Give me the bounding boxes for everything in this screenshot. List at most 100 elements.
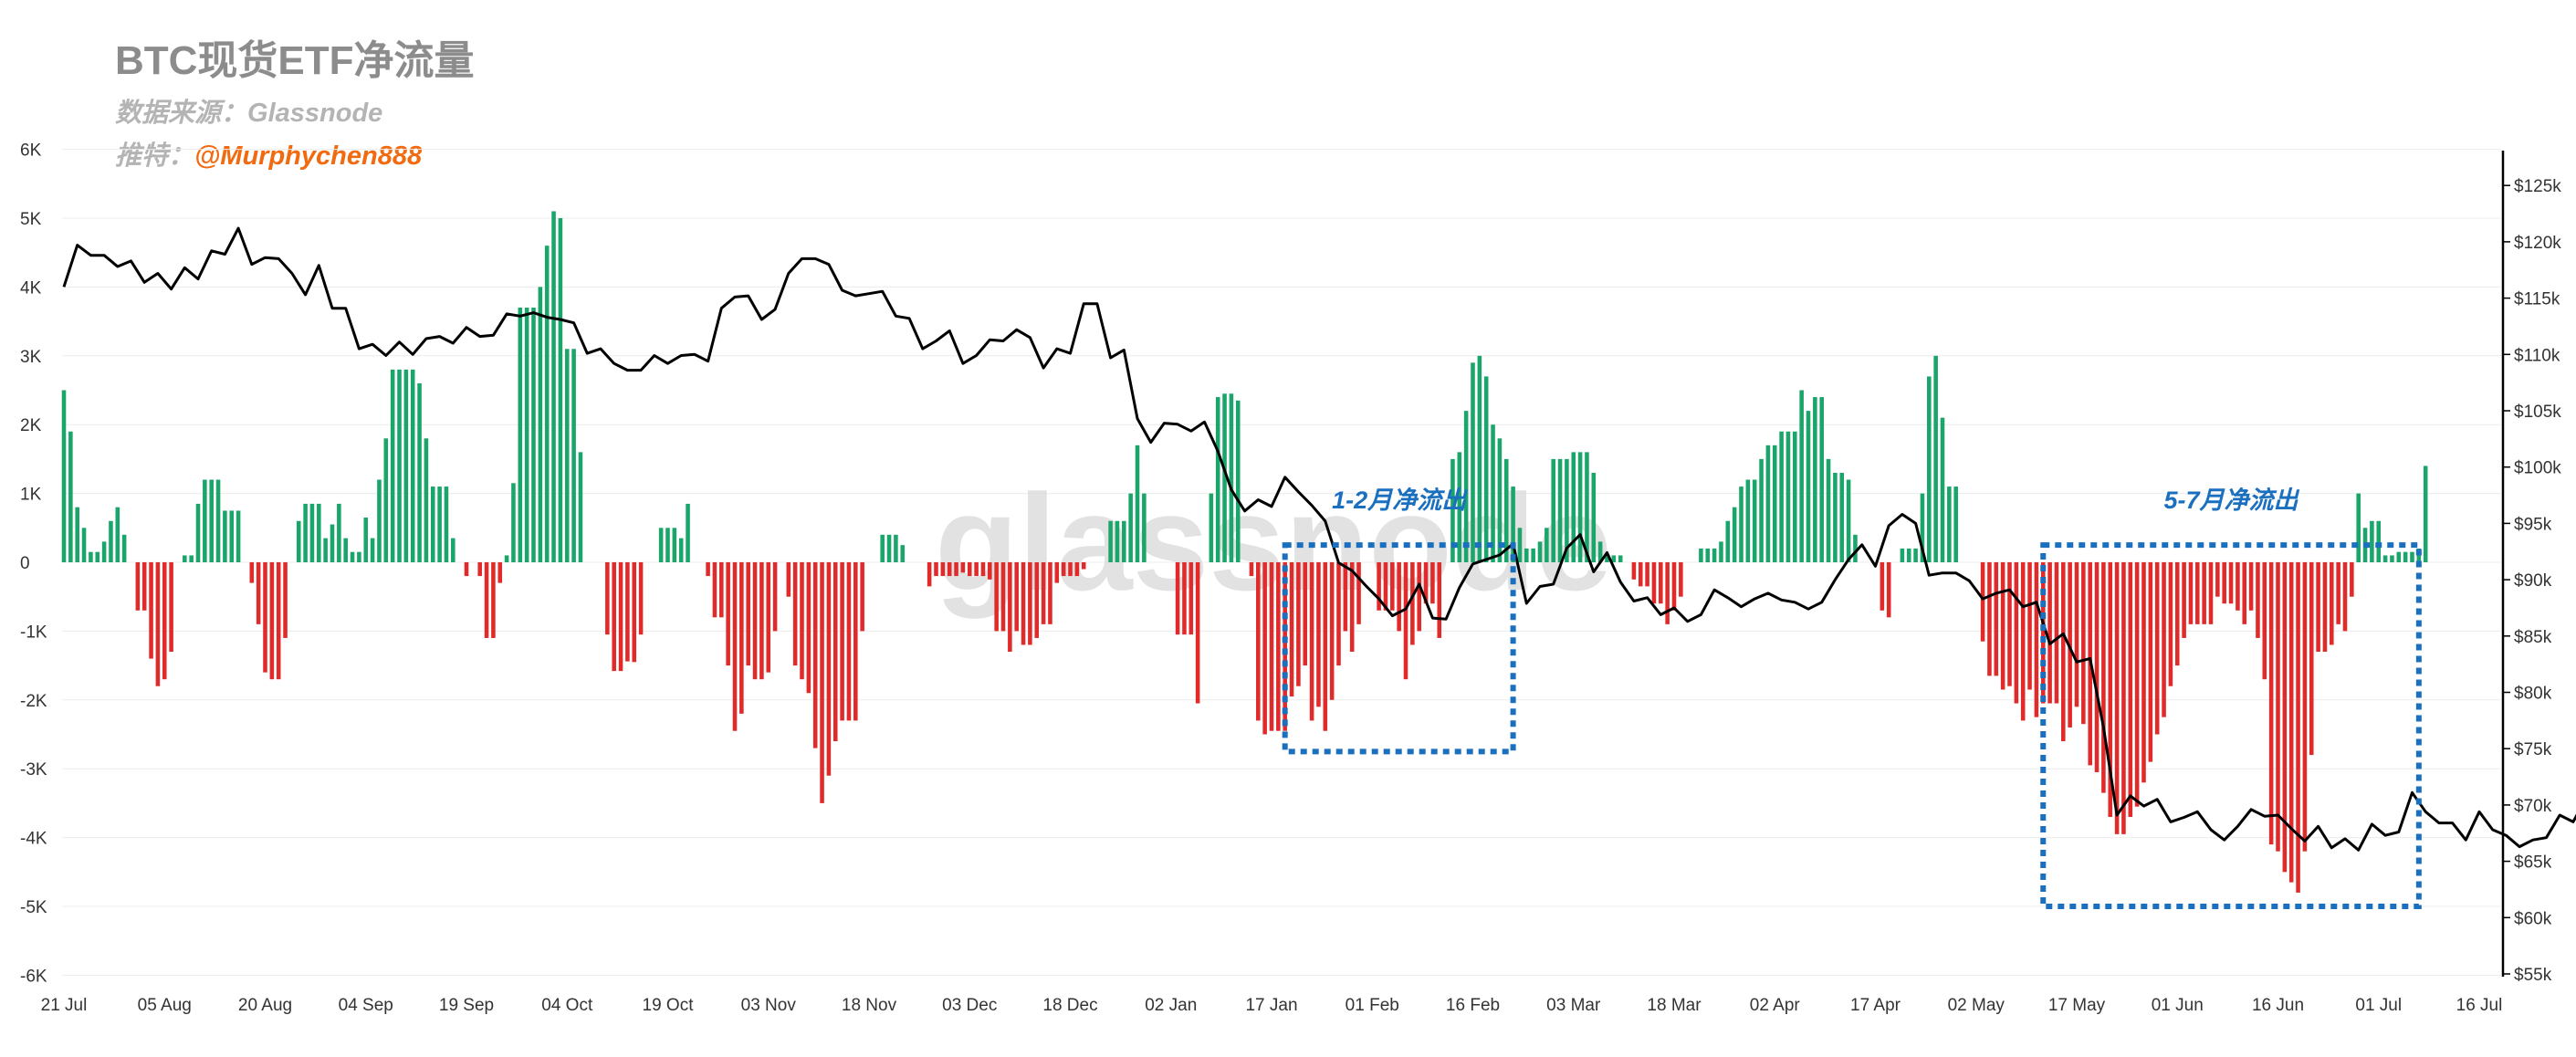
outflow-bar (484, 562, 489, 638)
outflow-bar (2168, 562, 2173, 686)
outflow-bar (249, 562, 255, 583)
inflow-bar (1927, 376, 1932, 562)
annotation-box-1 (1282, 542, 1516, 755)
inflow-bar (115, 507, 120, 562)
outflow-bar (1987, 562, 1992, 676)
outflow-bar (2114, 562, 2120, 834)
outflow-bar (256, 562, 261, 624)
outflow-bar (980, 562, 986, 577)
outflow-bar (1671, 562, 1677, 611)
outflow-bar (2215, 562, 2220, 597)
inflow-bar (1779, 431, 1784, 562)
outflow-bar (732, 562, 738, 731)
outflow-bar (988, 562, 992, 580)
source-label: 数据来源： (115, 99, 248, 128)
x-tick-label: 16 Feb (1446, 996, 1500, 1015)
x-tick-label: 19 Oct (643, 996, 695, 1015)
outflow-bar (934, 562, 938, 577)
left-tick-label: -5K (20, 898, 47, 917)
outflow-bar (464, 562, 469, 577)
outflow-bar (960, 562, 966, 573)
outflow-bar (1659, 562, 1663, 604)
outflow-bar (840, 562, 844, 721)
left-tick-label: -3K (20, 760, 47, 780)
outflow-bar (2336, 562, 2340, 624)
inflow-bar (223, 510, 227, 562)
outflow-bar (135, 562, 141, 611)
inflow-bar (81, 528, 87, 562)
outflow-bar (1175, 562, 1180, 635)
inflow-bar (417, 382, 422, 562)
inflow-bar (538, 287, 543, 562)
x-tick-label: 03 Nov (741, 996, 797, 1015)
outflow-bar (1645, 562, 1649, 587)
outflow-bar (2282, 562, 2288, 873)
left-tick-label: 5K (20, 210, 42, 229)
right-tick-label: $110k (2514, 346, 2560, 365)
inflow-bar (1545, 528, 1549, 562)
outflow-bar (1343, 562, 1348, 632)
outflow-bar (1329, 562, 1335, 700)
inflow-bar (678, 538, 684, 562)
outflow-bar (1397, 562, 1401, 632)
inflow-bar (524, 308, 529, 562)
inflow-bar (1826, 458, 1831, 562)
outflow-bar (786, 562, 791, 597)
outflow-bar (2309, 562, 2314, 756)
inflow-bar (303, 503, 308, 562)
inflow-bar (900, 545, 906, 562)
outflow-bar (967, 562, 972, 577)
inflow-bar (1531, 548, 1535, 562)
inflow-bar (1900, 548, 1905, 562)
inflow-bar (1953, 487, 1958, 562)
outflow-bar (2296, 562, 2300, 893)
data-source: 数据来源：Glassnode (115, 91, 382, 130)
outflow-bar (2195, 562, 2200, 624)
inflow-bar (403, 369, 409, 562)
outflow-bar (2236, 562, 2240, 611)
outflow-bar (746, 562, 750, 666)
x-tick-label: 05 Aug (138, 996, 192, 1015)
right-tick-label: $100k (2514, 459, 2561, 478)
inflow-bar (531, 308, 536, 562)
outflow-bar (1289, 562, 1294, 697)
outflow-bar (2222, 562, 2226, 604)
outflow-bar (2342, 562, 2348, 632)
outflow-bar (800, 562, 804, 680)
outflow-bar (1994, 562, 1999, 676)
outflow-bar (2121, 562, 2126, 834)
outflow-bar (712, 562, 717, 618)
inflow-bar (203, 479, 207, 562)
inflow-bar (1571, 452, 1576, 562)
outflow-bar (1182, 562, 1187, 635)
right-tick-label: $75k (2514, 740, 2552, 759)
outflow-bar (141, 562, 147, 611)
outflow-bar (263, 562, 267, 673)
outflow-bar (2228, 562, 2234, 604)
inflow-bar (1142, 493, 1147, 562)
inflow-bar (1457, 452, 1462, 562)
left-tick-label: -6K (20, 967, 47, 986)
outflow-bar (491, 562, 496, 638)
right-tick-label: $70k (2514, 797, 2552, 816)
inflow-bar (1933, 355, 1938, 562)
outflow-bar (2074, 562, 2079, 707)
outflow-bar (1000, 562, 1006, 632)
left-tick-label: 4K (20, 278, 42, 298)
inflow-bar (2423, 466, 2428, 562)
outflow-bar (826, 562, 832, 776)
annotations: 1-2月净流出 5-7月净流出 (1282, 487, 2422, 910)
x-tick-label: 17 Apr (1850, 996, 1901, 1015)
outflow-bar (618, 562, 623, 672)
x-tick-label: 18 Mar (1647, 996, 1702, 1015)
outflow-bar (497, 562, 503, 583)
left-tick-label: 1K (20, 486, 42, 505)
inflow-bar (551, 211, 556, 562)
outflow-bar (2350, 562, 2354, 597)
inflow-bar (390, 369, 395, 562)
outflow-bar (2174, 562, 2180, 666)
left-tick-label: -2K (20, 692, 47, 711)
inflow-bar (1503, 458, 1509, 562)
x-tick-label: 17 May (2048, 996, 2106, 1015)
outflow-bar (853, 562, 858, 721)
